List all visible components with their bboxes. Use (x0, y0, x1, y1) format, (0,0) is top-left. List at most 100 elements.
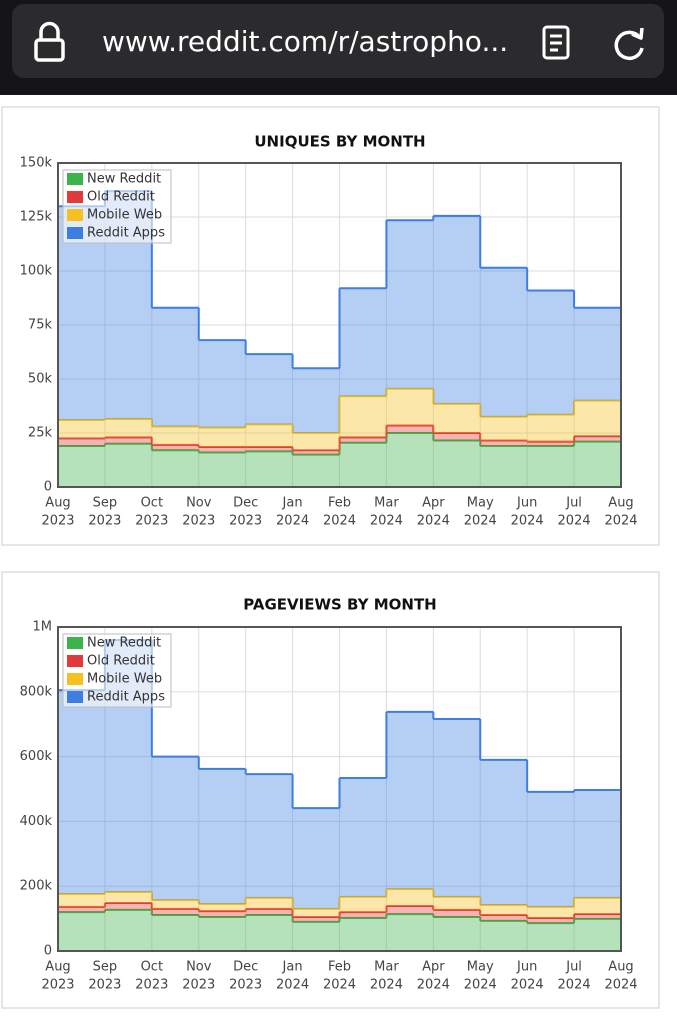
area-segment (574, 307, 621, 401)
legend-swatch (67, 191, 83, 203)
area-segment (292, 454, 340, 487)
area-segment (433, 433, 481, 441)
x-tick-label: May (467, 496, 494, 511)
y-tick-label: 0 (44, 480, 52, 495)
area-segment (527, 906, 575, 918)
legend-label: Old Reddit (87, 190, 155, 205)
url-text[interactable]: www.reddit.com/r/astropho... (102, 25, 508, 58)
area-segment (198, 340, 246, 428)
x-tick-label: 2024 (323, 514, 356, 529)
area-segment (245, 774, 293, 898)
area-segment (386, 220, 434, 389)
reader-icon[interactable] (542, 25, 570, 60)
x-tick-label: 2023 (182, 978, 215, 993)
area-segment (386, 425, 434, 433)
x-tick-label: 2023 (135, 514, 168, 529)
x-tick-label: Mar (374, 496, 399, 511)
area-segment (292, 916, 340, 922)
area-segment (104, 903, 152, 910)
x-tick-label: May (467, 960, 494, 975)
area-segment (151, 426, 199, 445)
x-tick-label: 2023 (229, 978, 262, 993)
x-tick-label: Jan (282, 960, 303, 975)
plot-border (57, 626, 622, 952)
area-segment (339, 288, 387, 397)
area-segment (480, 759, 528, 905)
area-segment (104, 892, 152, 904)
area-segment (151, 307, 199, 427)
area-segment (480, 920, 528, 951)
x-tick-label: 2024 (323, 978, 356, 993)
area-segment (58, 906, 105, 913)
area-segment (245, 915, 293, 951)
reload-icon[interactable] (614, 27, 644, 61)
area-segment (433, 896, 481, 910)
url-bar[interactable] (12, 4, 664, 78)
area-segment (386, 711, 434, 890)
area-segment (151, 908, 199, 916)
area-segment (339, 396, 387, 438)
y-tick-label: 1M (33, 620, 53, 635)
area-segment (386, 889, 434, 906)
area-segment (58, 912, 105, 951)
area-segment (527, 917, 575, 924)
y-tick-label: 25k (28, 426, 53, 441)
area-segment (480, 416, 528, 441)
x-tick-label: Aug (45, 496, 70, 511)
area-segment (58, 893, 105, 907)
area-segment (151, 444, 199, 451)
x-tick-label: Apr (422, 496, 445, 511)
x-tick-label: Aug (608, 496, 633, 511)
area-segment (339, 917, 387, 951)
x-tick-label: 2023 (135, 978, 168, 993)
area-segment (339, 437, 387, 443)
area-segment (292, 450, 340, 455)
y-tick-label: 75k (28, 318, 53, 333)
x-tick-label: Dec (233, 960, 258, 975)
x-tick-label: Oct (141, 960, 163, 975)
area-segment (245, 447, 293, 452)
legend-label: New Reddit (87, 172, 161, 187)
x-tick-label: Apr (422, 960, 445, 975)
area-segment (198, 447, 246, 453)
area-segment (58, 690, 105, 894)
area-segment (574, 789, 621, 898)
x-tick-label: 2024 (417, 514, 450, 529)
area-segment (198, 768, 246, 905)
area-segment (151, 450, 199, 487)
legend-swatch (67, 691, 83, 703)
area-segment (292, 921, 340, 951)
x-tick-label: 2024 (511, 978, 544, 993)
area-segment (198, 427, 246, 448)
area-segment (198, 452, 246, 487)
area-segment (104, 443, 152, 487)
area-segment (339, 896, 387, 913)
legend-swatch (67, 673, 83, 685)
area-segment (527, 923, 575, 951)
x-tick-label: 2024 (464, 514, 497, 529)
area-segment (527, 441, 575, 446)
x-tick-label: Jul (565, 496, 582, 511)
x-tick-label: 2024 (276, 514, 309, 529)
area-segment (151, 915, 199, 951)
x-tick-label: Nov (186, 960, 212, 975)
x-tick-label: 2023 (88, 514, 121, 529)
x-tick-label: 2024 (464, 978, 497, 993)
area-segment (480, 904, 528, 916)
x-tick-label: Feb (328, 496, 351, 511)
area-segment (386, 388, 434, 426)
x-tick-label: 2024 (558, 514, 591, 529)
legend-label: Reddit Apps (87, 690, 165, 705)
legend-label: Old Reddit (87, 654, 155, 669)
area-segment (574, 441, 621, 487)
area-segment (198, 916, 246, 951)
x-tick-label: Jul (565, 960, 582, 975)
y-tick-label: 200k (20, 879, 53, 894)
area-segment (245, 908, 293, 916)
x-tick-label: 2024 (558, 978, 591, 993)
area-segment (292, 433, 340, 451)
legend-label: Reddit Apps (87, 226, 165, 241)
legend-swatch (67, 637, 83, 649)
